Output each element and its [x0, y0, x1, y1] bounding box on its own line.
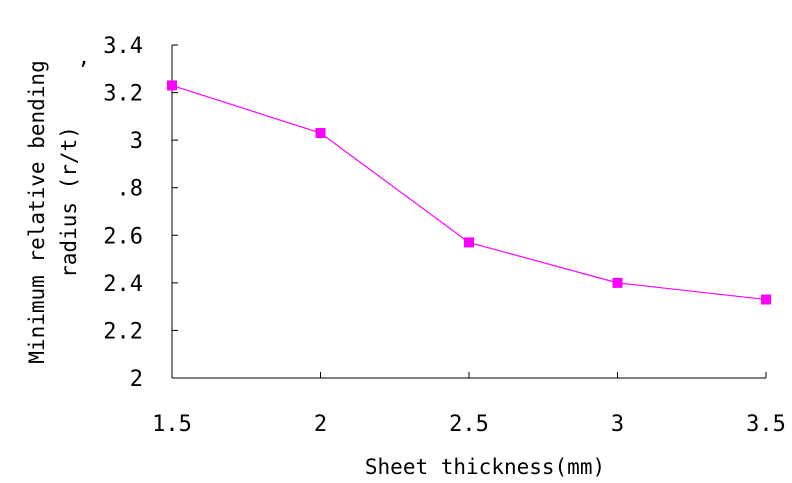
- data-point-marker: [464, 237, 474, 248]
- series-line: [171, 84, 767, 301]
- data-point-marker: [167, 80, 177, 91]
- y-tick-label: 3.2: [103, 82, 143, 107]
- x-axis-title: Sheet thickness(mm): [365, 455, 605, 479]
- stray-comma-mark: ,: [78, 45, 91, 69]
- data-point-marker: [315, 128, 326, 139]
- y-tick-label: 2.4: [103, 272, 143, 297]
- y-axis-title-line-2: radius (r/t): [57, 126, 81, 278]
- y-axis-title-group: Minimum relative bending radius (r/t): [25, 60, 81, 363]
- y-tick-label: 2: [130, 367, 143, 392]
- series-layer: [167, 80, 771, 305]
- data-point-marker: [761, 294, 771, 305]
- x-axis-ticks: 1.5 2 2.5 3 3.5: [152, 372, 786, 437]
- y-tick-label: 3.4: [103, 34, 143, 59]
- x-tick-label: 2: [314, 412, 327, 437]
- x-tick-label: 2.5: [449, 412, 489, 437]
- x-tick-label: 3: [611, 412, 624, 437]
- x-tick-label: 3.5: [746, 412, 786, 437]
- x-tick-label: 1.5: [152, 412, 192, 437]
- chart-axes: [171, 45, 766, 379]
- y-tick-label: 3: [130, 129, 143, 154]
- y-tick-label: 2.2: [103, 319, 143, 344]
- data-point-marker: [612, 277, 623, 288]
- y-tick-label: .8: [117, 177, 144, 202]
- y-tick-label: 2.6: [103, 224, 143, 249]
- y-axis-title-line-1: Minimum relative bending: [25, 60, 49, 363]
- y-axis-ticks: 2 2.2 2.4 2.6 .8 3 3.2 3.4: [103, 34, 178, 392]
